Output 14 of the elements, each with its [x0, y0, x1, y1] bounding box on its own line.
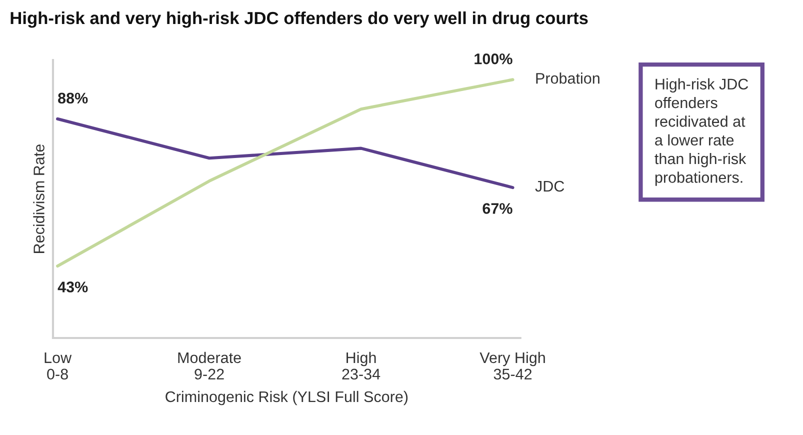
data-label: 67% [482, 203, 512, 214]
x-tick-label: High 23-34 [342, 352, 380, 380]
x-tick-label: Low 0-8 [44, 352, 72, 380]
series-label: Probation [536, 72, 600, 84]
x-tick-label: Very High 35-42 [480, 352, 545, 380]
y-axis-title: Recidivism Rate [33, 144, 44, 253]
data-label: 100% [474, 53, 512, 64]
chart-title: High-risk and very high-risk JDC offenders do very well in drug courts [10, 11, 588, 28]
series-label: JDC [535, 180, 564, 192]
text: High-risk JDC offenders recidivated at a lower rate than high-risk probationers. [654, 78, 748, 186]
data-label: 88% [58, 92, 88, 104]
x-tick-label: Moderate 9-22 [178, 352, 241, 380]
x-axis-title: Criminogenic Risk (YLSI Full Score) [166, 390, 408, 406]
data-label: 43% [58, 282, 88, 292]
